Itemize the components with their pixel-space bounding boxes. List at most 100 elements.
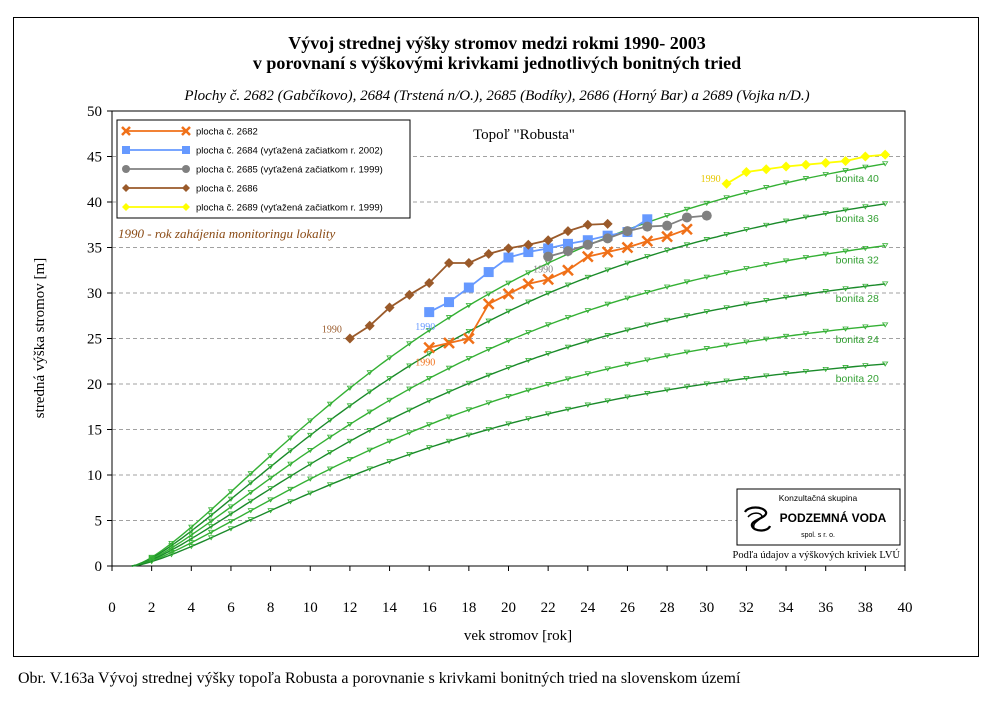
data-point: [701, 210, 712, 221]
legend-label: plocha č. 2684 (vyťažená začiatkom r. 20…: [196, 146, 383, 157]
logo-name: PODZEMNÁ VODA: [780, 510, 887, 525]
bonita-point: [802, 176, 810, 182]
bonita-point: [604, 267, 611, 273]
data-point: [503, 243, 514, 254]
bonita-point: [505, 308, 512, 315]
x-tick-label: 34: [779, 600, 795, 616]
bonita-point: [842, 248, 849, 254]
bonita-point: [881, 161, 889, 167]
bonita-point: [782, 333, 790, 340]
bonita-point: [406, 386, 413, 392]
data-point: [741, 166, 752, 177]
bonita-point: [663, 213, 671, 219]
bonita-point: [485, 400, 492, 406]
data-point: [681, 212, 692, 223]
logo-sub: spol. s r. o.: [801, 532, 835, 539]
bonita-point: [287, 435, 294, 441]
bonita-point: [505, 280, 512, 286]
bonita-point: [743, 375, 750, 382]
bonita-point: [703, 200, 710, 207]
bonita-point: [267, 508, 274, 514]
bonita-point: [465, 407, 473, 413]
bonita-point: [227, 519, 235, 525]
bonita-label: bonita 24: [836, 334, 879, 346]
bonita-point: [207, 507, 215, 513]
bonita-point: [842, 207, 849, 213]
data-point: [463, 257, 474, 268]
legend-label: plocha č. 2685 (vyťažená začiatkom r. 19…: [196, 165, 383, 176]
bonita-point: [822, 172, 829, 178]
bonita-point: [782, 180, 790, 186]
bonita-point: [644, 391, 651, 397]
x-tick-label: 20: [501, 600, 516, 616]
data-point: [181, 126, 191, 136]
x-tick-label: 14: [382, 600, 398, 616]
bonita-point: [525, 357, 532, 364]
x-tick-label: 10: [303, 600, 318, 616]
data-point: [503, 252, 514, 263]
bonita-point: [406, 430, 413, 436]
bonita-point: [267, 497, 274, 503]
logo-box: Konzultačná skupina PODZEMNÁ VODA spol. …: [736, 488, 901, 546]
bonita-point: [207, 524, 215, 530]
bonita-point: [465, 329, 473, 335]
bonita-point: [584, 308, 592, 314]
bonita-point: [862, 245, 869, 252]
bonita-curve: [131, 283, 886, 567]
bonita-point: [624, 361, 631, 368]
bonita-label: bonita 40: [836, 173, 879, 185]
data-point: [621, 241, 634, 254]
data-point: [581, 250, 594, 263]
bonita-point: [703, 381, 710, 387]
x-tick-label: 22: [541, 600, 556, 616]
bonita-point: [188, 524, 195, 530]
bonita-point: [346, 438, 354, 444]
bonita-label: bonita 36: [836, 213, 879, 225]
x-tick-label: 26: [620, 600, 636, 616]
bonita-point: [842, 286, 849, 292]
y-tick-label: 40: [87, 195, 102, 211]
bonita-point: [227, 489, 235, 495]
data-point: [661, 230, 673, 243]
bonita-point: [624, 327, 631, 333]
bonita-point: [267, 453, 274, 459]
bonita-point: [763, 373, 770, 379]
data-point: [482, 298, 495, 310]
y-axis-label: stredná výška stromov [m]: [32, 258, 48, 418]
bonita-point: [465, 356, 473, 362]
bonita-point: [763, 222, 770, 228]
bonita-point: [386, 438, 393, 444]
data-point: [681, 223, 693, 236]
series-line: [428, 228, 688, 349]
bonita-point: [406, 363, 413, 369]
x-tick-label: 16: [422, 600, 438, 616]
data-point: [523, 247, 534, 258]
bonita-point: [366, 389, 373, 395]
bonita-point: [584, 274, 592, 281]
y-tick-label: 10: [87, 468, 102, 484]
bonita-point: [525, 387, 532, 393]
data-point: [384, 302, 395, 313]
start-year-label: 1990: [415, 322, 435, 333]
bonita-point: [544, 322, 552, 328]
bonita-point: [227, 496, 235, 502]
data-point: [443, 337, 455, 349]
bonita-curve: [131, 324, 886, 567]
data-point: [582, 219, 593, 230]
bonita-point: [366, 447, 373, 453]
chart-title-line2: v porovnaní s výškovými krivkami jednotl…: [252, 53, 742, 73]
bonita-point: [723, 305, 730, 311]
bonita-point: [703, 309, 710, 315]
bonita-point: [445, 315, 453, 321]
data-point: [182, 165, 190, 173]
data-series: 1990 1990 1990 1990 1990: [322, 149, 891, 369]
bonita-point: [267, 464, 274, 470]
figure-frame: [13, 17, 979, 657]
bonita-point: [307, 476, 314, 482]
data-point: [483, 248, 494, 259]
legend-label: plocha č. 2682: [196, 127, 258, 138]
data-point: [542, 273, 555, 286]
bonita-point: [505, 365, 512, 371]
bonita-point: [445, 414, 453, 420]
data-point: [522, 278, 535, 290]
